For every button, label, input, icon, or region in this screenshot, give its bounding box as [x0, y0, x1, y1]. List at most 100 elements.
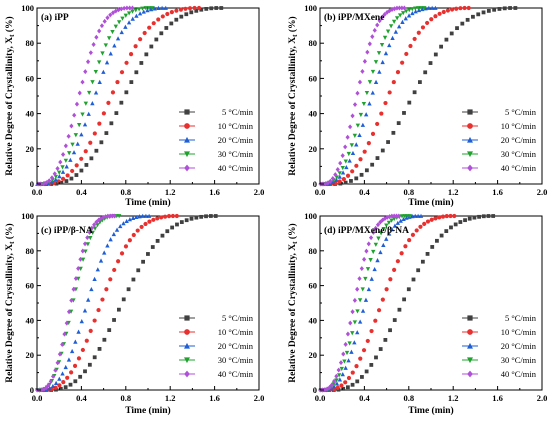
y-tick-label: 80 [309, 246, 318, 256]
data-point [345, 134, 350, 140]
legend-marker [184, 329, 190, 335]
data-point [130, 5, 135, 11]
data-point [391, 19, 397, 24]
data-point [334, 378, 339, 383]
data-point [85, 242, 91, 247]
y-axis-title: Relative Degree of Crystallinity, Xt (%) [287, 16, 299, 175]
data-point [386, 220, 392, 225]
data-point [187, 6, 193, 11]
data-point [363, 276, 368, 282]
y-tick-label: 20 [26, 144, 35, 154]
data-point [397, 307, 402, 312]
data-point [112, 267, 117, 273]
axis-ticks: 0.0 0.4 0.8 1.2 1.6 2.0 0 20 40 60 80 100 [21, 211, 264, 403]
data-point [380, 148, 385, 153]
y-tick-label: 100 [21, 211, 34, 221]
x-tick-label: 0.8 [403, 187, 414, 197]
data-point [79, 319, 84, 324]
data-point [358, 112, 364, 118]
x-tick-label: 1.2 [448, 393, 459, 403]
data-point [66, 133, 71, 139]
data-point [384, 287, 389, 292]
legend-label: 10 °C/min [218, 327, 254, 337]
data-point [412, 36, 417, 42]
data-point [378, 347, 383, 351]
data-point [341, 177, 346, 182]
data-point [357, 79, 363, 85]
data-point [57, 376, 62, 381]
data-point [376, 51, 382, 56]
data-point [392, 223, 398, 228]
data-point [467, 216, 472, 221]
data-point [437, 11, 442, 16]
panel-label: (c) iPP/β-NA [41, 225, 93, 236]
data-point [371, 229, 376, 235]
data-point [59, 180, 64, 185]
data-point [387, 42, 392, 48]
data-point [337, 174, 342, 179]
data-point [55, 166, 60, 171]
data-point [403, 244, 408, 249]
y-axis-title-sub: t [291, 241, 299, 244]
data-point [458, 6, 463, 11]
data-point [102, 337, 107, 342]
data-point [350, 113, 355, 119]
data-point [133, 44, 138, 49]
data-point [174, 213, 179, 219]
y-axis-title-sub: t [291, 34, 299, 37]
data-point [344, 350, 350, 356]
data-point [101, 111, 106, 116]
data-point [94, 148, 99, 153]
data-point [113, 24, 118, 29]
data-point [358, 157, 363, 162]
data-point [69, 176, 74, 181]
data-point [410, 10, 415, 16]
data-point [365, 267, 371, 272]
data-point [64, 179, 69, 183]
data-point [429, 5, 435, 10]
data-point [214, 6, 219, 10]
data-point [378, 249, 383, 255]
data-point [112, 318, 116, 322]
data-point [184, 12, 189, 17]
data-point [372, 27, 377, 33]
data-point [49, 179, 55, 184]
data-point [83, 369, 87, 374]
data-point [159, 5, 165, 10]
data-point [343, 144, 348, 150]
data-point [350, 309, 355, 315]
data-point [204, 214, 208, 219]
data-point [143, 213, 149, 218]
data-point [131, 277, 136, 282]
y-tick-label: 40 [309, 315, 318, 325]
data-point [116, 7, 121, 13]
data-point [435, 238, 439, 243]
data-point [350, 382, 355, 387]
y-tick-label: 20 [309, 350, 318, 360]
panel-b: 0.0 0.4 0.8 1.2 1.6 2.0 0 20 40 60 80 100 (b) iPP/M… [287, 3, 547, 208]
data-point [426, 5, 432, 10]
data-point [104, 287, 109, 292]
data-point [60, 152, 66, 157]
data-point [126, 287, 131, 292]
data-point [111, 231, 117, 237]
data-point [408, 43, 413, 49]
data-point [399, 5, 404, 11]
data-point [362, 256, 367, 262]
data-point [219, 6, 224, 10]
data-point [346, 375, 352, 381]
data-point [192, 5, 197, 11]
legend-marker [184, 342, 190, 349]
data-point [209, 6, 214, 11]
data-point [154, 37, 159, 42]
data-point [410, 232, 416, 237]
data-point [394, 5, 400, 11]
panel-d: 0.0 0.4 0.8 1.2 1.6 2.0 0 20 40 60 80 100 (d) iPP/M… [287, 211, 547, 416]
x-tick-label: 0.8 [120, 187, 131, 197]
data-point [346, 151, 351, 157]
data-point [380, 59, 385, 65]
x-tick-label: 1.2 [165, 187, 176, 197]
data-point [370, 90, 375, 95]
data-point [74, 163, 79, 168]
data-point [46, 382, 51, 388]
